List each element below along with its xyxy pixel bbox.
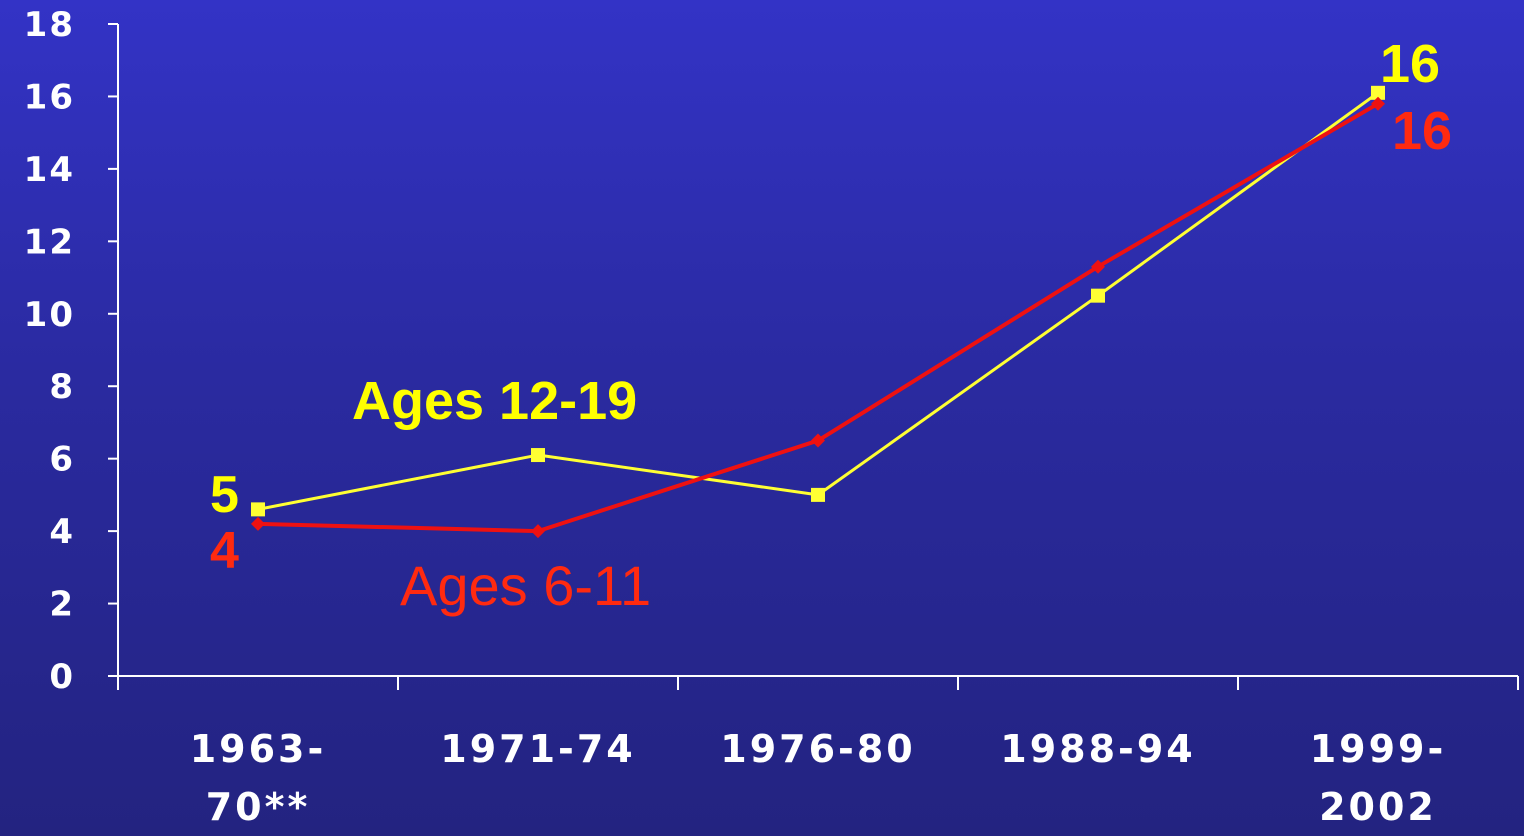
x-tick-label: 1988-94 (1000, 727, 1195, 771)
series-layer (251, 85, 1385, 539)
data-point (1091, 288, 1105, 303)
y-tick-label: 16 (24, 77, 75, 117)
labels-layer: 5 4 16 16 Ages 12-19 Ages 6-11 (210, 34, 1452, 617)
y-tick-label: 10 (24, 295, 75, 335)
y-ticks: 0 2 4 6 8 10 12 14 16 18 (24, 5, 118, 697)
y-tick-label: 6 (49, 440, 75, 480)
y-tick-label: 8 (49, 367, 75, 407)
x-tick-label: 1976-80 (720, 727, 915, 771)
x-tick-label: 1963-70** (190, 727, 327, 829)
data-point (811, 487, 825, 502)
y-tick-label: 0 (49, 657, 75, 697)
y-tick-label: 18 (24, 5, 75, 45)
series-name-ages-12-19: Ages 12-19 (352, 371, 637, 431)
data-point (251, 502, 265, 517)
series-ages-12-19 (251, 85, 1385, 517)
series-line-ages-6-11 (257, 101, 1380, 534)
data-label-ages-12-19-first: 5 (210, 466, 239, 524)
series-name-ages-6-11: Ages 6-11 (400, 554, 651, 617)
x-tick-label: 1971-74 (440, 727, 635, 771)
data-label-ages-6-11-first: 4 (210, 522, 239, 580)
y-tick-label: 2 (49, 585, 75, 625)
y-tick-label: 12 (24, 222, 75, 262)
data-point (1091, 259, 1105, 274)
data-point (1371, 96, 1385, 111)
data-point (531, 524, 545, 539)
x-tick-label: 1999-2002 (1310, 727, 1447, 829)
y-tick-label: 4 (49, 512, 75, 552)
x-ticks: 1963-70** 1971-74 1976-80 1988-94 1999-2002 (117, 676, 1519, 829)
data-point (1371, 85, 1385, 100)
data-label-ages-6-11-last: 16 (1392, 101, 1452, 161)
data-point (811, 433, 825, 448)
series-ages-6-11 (251, 96, 1385, 539)
data-label-ages-12-19-last: 16 (1380, 34, 1440, 94)
data-point (251, 516, 265, 531)
y-tick-label: 14 (24, 150, 75, 190)
axes (117, 24, 1518, 677)
data-point (531, 448, 545, 463)
